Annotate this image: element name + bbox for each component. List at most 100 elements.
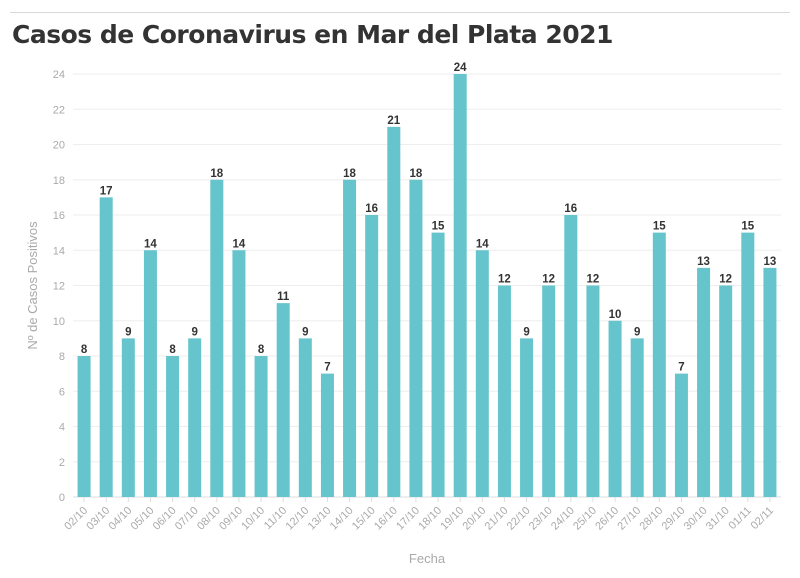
- bar: [409, 179, 423, 497]
- y-tick-label: 10: [53, 316, 65, 328]
- y-tick-label: 6: [59, 386, 65, 398]
- x-tick-label: 23/10: [527, 505, 555, 533]
- data-label: 21: [387, 115, 400, 127]
- data-label: 9: [634, 326, 640, 338]
- bar: [77, 356, 91, 497]
- bar: [741, 232, 755, 497]
- y-axis-label: Nº de Casos Positivos: [25, 221, 40, 350]
- bar: [387, 126, 401, 497]
- x-tick-label: 24/10: [549, 505, 577, 533]
- x-tick-label: 05/10: [129, 505, 157, 533]
- data-label: 12: [587, 274, 600, 286]
- data-label: 7: [678, 362, 684, 374]
- top-divider: [10, 12, 790, 13]
- x-tick-label: 21/10: [483, 505, 511, 533]
- data-label: 14: [476, 238, 489, 250]
- y-tick-label: 0: [59, 492, 65, 504]
- y-tick-label: 20: [53, 140, 65, 152]
- x-tick-label: 29/10: [660, 505, 688, 533]
- x-tick-label: 31/10: [704, 505, 732, 533]
- data-label: 18: [410, 168, 423, 180]
- bar: [343, 179, 357, 497]
- bar: [564, 215, 578, 497]
- bar: [99, 197, 113, 497]
- data-label: 12: [542, 274, 555, 286]
- x-tick-label: 28/10: [637, 505, 665, 533]
- data-label: 17: [100, 185, 113, 197]
- x-tick-label: 06/10: [151, 505, 179, 533]
- y-tick-label: 14: [53, 245, 65, 257]
- data-label: 14: [233, 238, 246, 250]
- x-tick-label: 02/11: [749, 505, 776, 532]
- y-tick-label: 16: [53, 210, 65, 222]
- bar: [520, 338, 534, 497]
- bar: [298, 338, 312, 497]
- bar: [608, 320, 622, 497]
- bar: [188, 338, 202, 497]
- x-tick-label: 02/10: [62, 505, 90, 533]
- x-tick-label: 18/10: [416, 505, 444, 533]
- bar: [542, 285, 556, 497]
- bar: [276, 303, 290, 497]
- data-label: 18: [210, 168, 223, 180]
- y-tick-label: 4: [59, 422, 65, 434]
- data-label: 15: [432, 221, 445, 233]
- bar: [697, 267, 711, 497]
- bar: [210, 179, 224, 497]
- data-label: 13: [764, 256, 777, 268]
- bar: [365, 215, 379, 497]
- data-label: 9: [191, 326, 197, 338]
- bar: [166, 356, 180, 497]
- x-tick-label: 09/10: [217, 505, 245, 533]
- bar: [652, 232, 666, 497]
- x-tick-label: 04/10: [106, 505, 134, 533]
- y-tick-label: 18: [53, 175, 65, 187]
- data-label: 12: [498, 274, 511, 286]
- y-tick-label: 12: [53, 281, 65, 293]
- x-tick-label: 15/10: [350, 505, 378, 533]
- bar: [674, 373, 688, 497]
- data-label: 7: [324, 362, 330, 374]
- bar: [453, 74, 467, 497]
- data-label: 14: [144, 238, 157, 250]
- x-tick-label: 13/10: [306, 505, 334, 533]
- bar: [232, 250, 246, 497]
- bar: [630, 338, 644, 497]
- bar: [586, 285, 600, 497]
- bar: [763, 267, 777, 497]
- x-tick-label: 19/10: [438, 505, 466, 533]
- data-label: 8: [81, 344, 88, 356]
- x-tick-label: 07/10: [173, 505, 201, 533]
- bar: [143, 250, 157, 497]
- x-tick-label: 12/10: [283, 505, 311, 533]
- x-tick-label: 22/10: [505, 505, 533, 533]
- data-label: 11: [277, 291, 290, 303]
- data-label: 8: [258, 344, 265, 356]
- x-tick-label: 14/10: [328, 505, 356, 533]
- data-label: 16: [564, 203, 577, 215]
- x-tick-label: 10/10: [239, 505, 267, 533]
- y-tick-label: 22: [53, 104, 65, 116]
- data-label: 9: [302, 326, 308, 338]
- data-label: 9: [523, 326, 529, 338]
- y-tick-label: 24: [53, 69, 65, 81]
- data-label: 13: [697, 256, 710, 268]
- data-label: 24: [454, 62, 467, 74]
- bar: [320, 373, 334, 497]
- bar: [254, 356, 268, 497]
- y-tick-label: 2: [59, 457, 65, 469]
- x-tick-label: 30/10: [682, 505, 710, 533]
- x-axis-label: Fecha: [409, 551, 446, 566]
- data-label: 12: [719, 274, 732, 286]
- x-tick-label: 17/10: [394, 505, 422, 533]
- bar: [475, 250, 489, 497]
- bar: [497, 285, 511, 497]
- x-tick-label: 08/10: [195, 505, 223, 533]
- data-label: 16: [365, 203, 378, 215]
- y-tick-label: 8: [59, 351, 65, 363]
- data-label: 15: [741, 221, 754, 233]
- x-tick-label: 11/10: [262, 505, 289, 532]
- x-tick-label: 26/10: [593, 505, 621, 533]
- data-label: 10: [609, 309, 622, 321]
- x-tick-label: 27/10: [615, 505, 643, 533]
